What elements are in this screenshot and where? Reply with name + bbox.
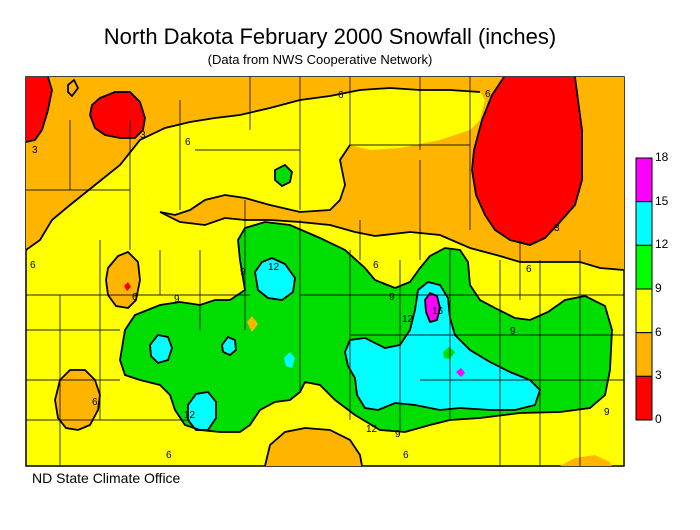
legend-band <box>635 332 653 377</box>
cyan-zone-small <box>284 352 295 368</box>
contour-label: 6 <box>526 264 532 275</box>
county-lines <box>26 77 624 466</box>
legend-band <box>635 375 653 421</box>
contour-label: 9 <box>389 292 395 303</box>
contour-label: 6 <box>30 260 36 271</box>
legend-tick-label: 9 <box>655 281 662 295</box>
legend-band <box>635 288 653 334</box>
contour-label: 12 <box>268 262 280 273</box>
orange-zone-south <box>265 428 362 466</box>
legend-colorbar <box>635 157 653 421</box>
contour-label: 6 <box>403 450 409 461</box>
contour-label: 6 <box>132 292 138 303</box>
contour-labels: 3 3 6 6 6 6 3 6 6 6 6 9 9 9 12 12 12 12 … <box>30 89 610 461</box>
orange-zone-southwest <box>55 370 100 430</box>
legend-tick-label: 0 <box>655 412 662 426</box>
contour-lines <box>25 76 625 467</box>
contour-label: 6 <box>92 397 98 408</box>
cyan-zone-east <box>345 282 540 410</box>
cyan-zone-west <box>150 335 172 363</box>
contour-label: 16 <box>432 306 444 317</box>
red-zone-small-west <box>124 282 131 291</box>
legend-tick-label: 3 <box>655 368 662 383</box>
contour-label: 12 <box>184 410 196 421</box>
contour-label: 9 <box>604 407 610 418</box>
contour-label: 3 <box>140 130 146 141</box>
map-title: North Dakota February 2000 Snowfall (inc… <box>103 24 557 49</box>
contour-label: 6 <box>373 260 379 271</box>
green-zone-small-north <box>275 165 292 186</box>
legend-tick-label: 18 <box>655 150 669 164</box>
contour-label: 12 <box>366 424 378 435</box>
magenta-zone-small <box>456 368 465 377</box>
contour-label: 9 <box>395 429 401 440</box>
contour-label: 9 <box>174 294 180 305</box>
contour-label: 9 <box>510 326 516 337</box>
legend-tick-label: 15 <box>655 193 669 208</box>
yellow-zone-north-central <box>70 88 485 215</box>
contour-label: 6 <box>485 89 491 100</box>
cyan-zone-north <box>255 258 295 300</box>
orange-zone-west <box>106 252 140 308</box>
contour-label: 3 <box>554 223 560 234</box>
legend-band <box>635 201 653 246</box>
contour-label: 6 <box>185 137 191 148</box>
legend-band <box>635 244 653 290</box>
red-zone-north-2 <box>90 92 145 138</box>
credit-text: ND State Climate Office <box>32 470 181 486</box>
red-zone-northeast <box>472 77 582 245</box>
cyan-zone-southwest <box>188 392 216 430</box>
map-subtitle: (Data from NWS Cooperative Network) <box>207 52 433 67</box>
legend-tick-label: 6 <box>655 324 662 339</box>
green-zone-small-east <box>443 347 455 359</box>
contour-label: 9 <box>240 267 246 278</box>
orange-zone-southeast <box>560 455 612 466</box>
red-zone-northwest <box>26 77 52 142</box>
contour-label: 6 <box>166 450 172 461</box>
contour-label: 12 <box>402 314 414 325</box>
orange-zone-small <box>247 316 258 332</box>
magenta-zone-max <box>425 293 440 322</box>
contour-label: 3 <box>32 145 38 156</box>
legend-tick-label: 12 <box>655 237 669 252</box>
legend-band <box>635 157 653 203</box>
contour-label: 6 <box>338 90 344 101</box>
